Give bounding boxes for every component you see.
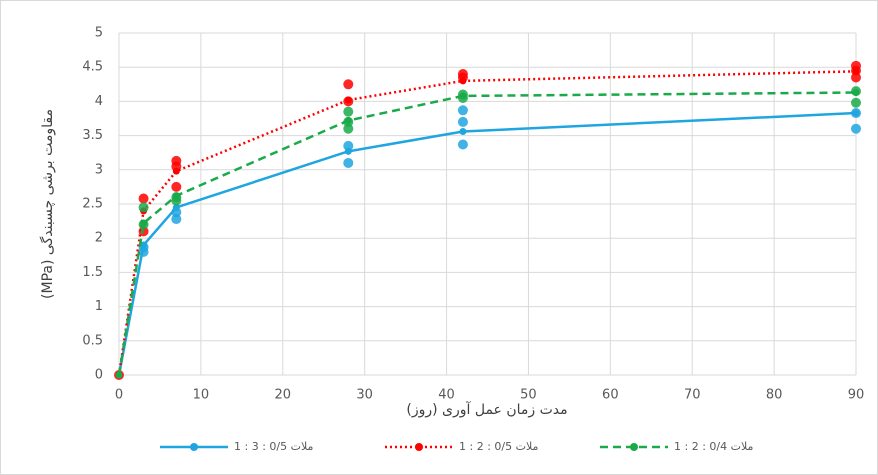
legend-marker <box>415 443 423 451</box>
sample-point <box>343 79 354 90</box>
y-tick-label: 3.5 <box>82 128 103 143</box>
sample-point <box>457 105 468 116</box>
x-tick-label: 70 <box>684 388 701 403</box>
sample-point <box>851 123 861 134</box>
mean-point <box>172 192 180 200</box>
sample-point <box>851 72 861 83</box>
y-tick-label: 5 <box>95 26 103 41</box>
sample-point <box>343 157 354 168</box>
x-tick-label: 40 <box>438 388 455 403</box>
mean-point <box>140 219 148 227</box>
series-line <box>117 111 857 376</box>
x-tick-label: 90 <box>848 388 865 403</box>
y-tick-label: 2 <box>95 231 103 246</box>
mean-point <box>172 203 180 211</box>
mean-point <box>852 67 860 75</box>
y-tick-label: 1 <box>95 299 103 314</box>
y-tick-label: 4.5 <box>82 60 103 75</box>
legend-marker <box>630 443 638 451</box>
sample-point <box>171 214 182 225</box>
x-tick-label: 0 <box>115 388 123 403</box>
x-tick-label: 10 <box>193 388 210 403</box>
mean-point <box>459 77 467 85</box>
y-tick-label: 3 <box>95 162 103 177</box>
legend-label: ملات 0/5 : 3 : 1 <box>234 440 314 453</box>
sample-point <box>343 106 354 117</box>
y-tick-label: 2.5 <box>82 197 103 212</box>
sample-point <box>171 181 182 192</box>
mean-point <box>852 109 860 117</box>
sample-point <box>851 97 861 108</box>
mean-point <box>140 241 148 249</box>
x-tick-label: 60 <box>602 388 619 403</box>
legend-label: ملات 0/5 : 2 : 1 <box>459 440 539 453</box>
mean-point <box>344 117 352 125</box>
x-tick-label: 30 <box>356 388 373 403</box>
y-tick-label: 4 <box>95 94 103 109</box>
x-axis-title: مدت زمان عمل آوری (روز) <box>406 401 567 418</box>
sample-point <box>138 193 149 204</box>
mean-point <box>115 371 123 379</box>
mean-point <box>172 167 180 175</box>
sample-point <box>457 116 468 127</box>
legend-label: ملات 0/4 : 2 : 1 <box>674 440 754 453</box>
mean-point <box>459 92 467 100</box>
y-tick-label: 0 <box>95 368 103 383</box>
sample-point <box>138 226 149 237</box>
sample-point <box>457 139 468 150</box>
sample-point <box>343 123 354 134</box>
mean-point <box>459 127 467 135</box>
x-tick-label: 80 <box>766 388 783 403</box>
y-tick-label: 1.5 <box>82 265 103 280</box>
x-tick-label: 20 <box>275 388 292 403</box>
mean-point <box>852 89 860 97</box>
legend-marker <box>190 443 198 451</box>
y-tick-label: 0.5 <box>82 333 103 348</box>
sample-point <box>138 202 149 213</box>
x-tick-label: 50 <box>520 388 537 403</box>
y-axis-title: مقاومت برشی چسبندگی (MPa) <box>39 109 56 299</box>
mean-point <box>344 147 352 155</box>
series-line <box>117 70 857 376</box>
series-line <box>117 91 857 376</box>
sample-point <box>343 140 354 151</box>
mean-point <box>344 96 352 104</box>
